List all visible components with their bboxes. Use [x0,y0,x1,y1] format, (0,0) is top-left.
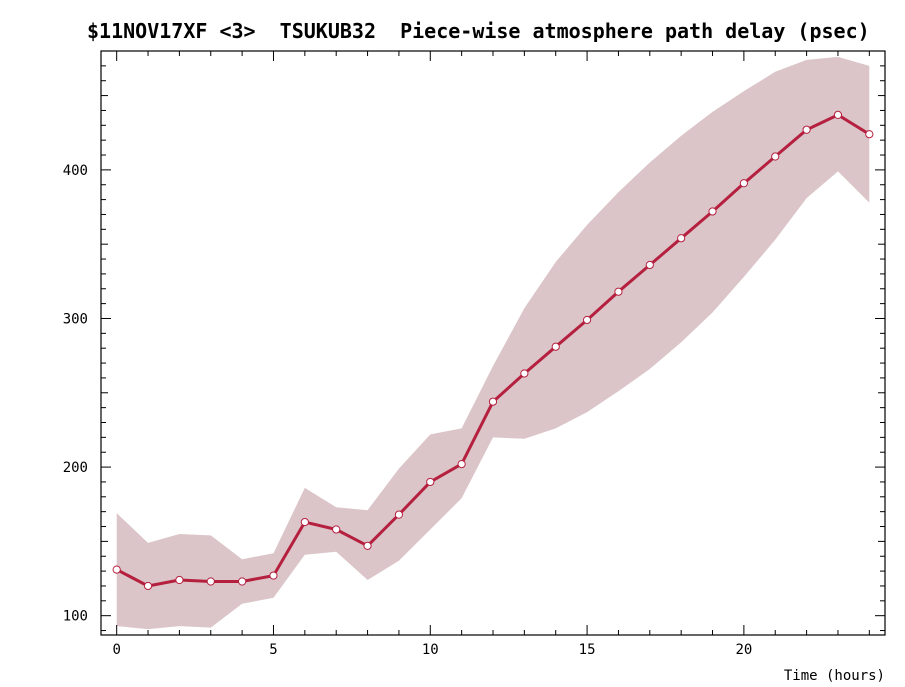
y-tick-label: 400 [63,163,88,179]
x-axis-label: Time (hours) [784,668,885,684]
data-point [143,581,153,591]
data-point [739,179,748,188]
y-tick-label: 300 [63,311,88,327]
data-point [394,510,404,519]
data-point [238,577,247,586]
y-tick-label: 100 [63,609,88,625]
data-point [865,130,874,139]
data-point [488,397,498,406]
data-point [112,565,121,574]
data-point [802,125,811,134]
data-point [551,342,560,351]
x-tick-label: 20 [735,642,752,658]
data-point [520,369,529,378]
data-point [426,477,435,487]
x-tick-label: 10 [422,642,439,658]
data-point [269,571,278,580]
data-point [708,207,717,216]
data-point [300,517,309,527]
data-point [582,315,592,325]
uncertainty-band [116,56,870,630]
data-point [614,287,623,296]
data-point [363,541,372,550]
y-tick-label: 200 [63,460,88,476]
data-point [175,575,184,585]
data-point [457,460,466,469]
data-point [645,260,654,270]
x-tick-label: 0 [112,642,120,658]
data-point [206,577,215,586]
data-point [332,525,341,534]
chart-title: $11NOV17XF <3> TSUKUB32 Piece-wise atmos… [87,19,870,43]
data-point [771,152,780,161]
data-point [677,234,686,243]
data-point [833,110,843,119]
x-tick-label: 15 [579,642,596,658]
x-tick-label: 5 [269,642,277,658]
